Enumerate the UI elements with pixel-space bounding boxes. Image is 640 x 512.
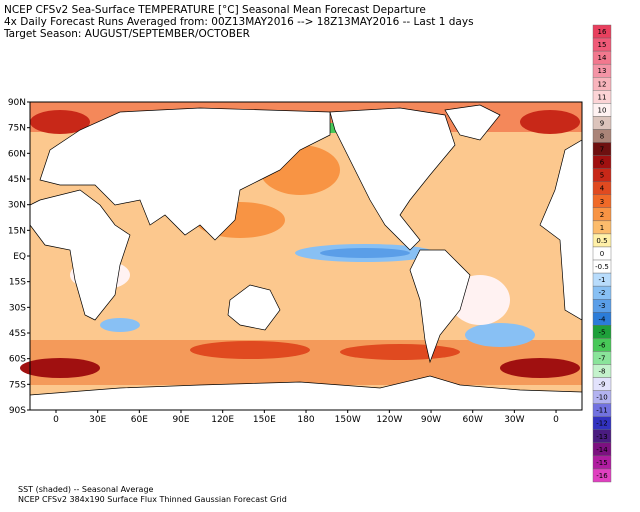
lat-label: EQ [13,252,26,262]
colorbar-label: 11 [598,93,607,101]
australia [227,284,281,331]
anomaly [320,248,410,258]
lon-label: 60W [463,415,483,425]
lon-label: 60E [131,415,148,425]
colorbar-label: 6 [600,159,605,167]
north-america [329,107,456,251]
lon-label: 0 [53,415,59,425]
lon-label: 90W [421,415,441,425]
colorbar-label: -2 [599,289,606,297]
lat-label: 45N [8,175,26,185]
lat-label: 75S [9,380,26,390]
lon-label: 150W [335,415,361,425]
colorbar-label: -6 [599,341,607,349]
lat-label: 60N [8,149,26,159]
colorbar-label: 15 [598,41,607,49]
lon-label: 30E [89,415,106,425]
colorbar-label: 4 [600,185,605,193]
anomaly [465,323,535,347]
lon-label: 120E [211,415,234,425]
lat-label: 90N [8,98,26,108]
axes: 90N 75N 60N 45N 30N 15N EQ 15S 30S 45S 60S 75S 90S 0 3… [8,98,559,425]
anomaly [520,110,580,134]
colorbar-swatch [592,468,612,483]
lat-label: 75N [8,124,26,134]
footer-line: SST (shaded) -- Seasonal Average [18,485,154,494]
colorbar-label: 10 [598,106,607,114]
lon-label: 180 [297,415,314,425]
south-america [409,249,471,364]
anomaly [190,341,310,359]
colorbar-label: -15 [596,459,607,467]
header: NCEP CFSv2 Sea-Surface TEMPERATURE [°C] … [3,4,474,40]
eurasia [39,107,331,241]
colorbar-label: 14 [598,54,607,62]
lon-label: 90E [172,415,189,425]
greenland [444,104,501,141]
anomaly [500,358,580,378]
colorbar-label: 16 [598,28,607,36]
colorbar-label: -10 [596,394,607,402]
colorbar-label: -9 [599,381,606,389]
lon-label: 0 [553,415,559,425]
header-line: 4x Daily Forecast Runs Averaged from: 00… [4,16,474,28]
anomaly [30,110,90,134]
lon-label: 120W [376,415,402,425]
colorbar-label: -4 [599,315,607,323]
colorbar-label: -8 [599,368,606,376]
lat-label: 60S [9,355,26,365]
colorbar-label: -0.5 [595,263,609,271]
lat-label: 30N [8,201,26,211]
anomaly [100,318,140,332]
colorbar-label: -16 [596,472,608,480]
colorbar-label: 12 [598,80,607,88]
colorbar-label: 9 [600,119,604,127]
footer-line: NCEP CFSv2 384x190 Surface Flux Thinned … [18,495,287,504]
lat-label: 45S [9,329,26,339]
lon-label: 30W [504,415,524,425]
lat-label: 15S [9,278,26,288]
anomaly [20,358,100,378]
colorbar: 16 15 14 13 12 11 10 9 8 7 6 5 4 3 2 1 0.5 0 -0.5 -1 -2 -3 -4 -… [592,24,612,483]
lon-label: 150E [253,415,276,425]
anomaly [340,344,460,360]
lat-label: 30S [9,303,26,313]
colorbar-label: 5 [600,172,604,180]
colorbar-label: -5 [599,328,606,336]
colorbar-label: 1 [600,224,604,232]
europe-africa-right [539,139,583,321]
map [20,101,583,411]
colorbar-label: 8 [600,132,604,140]
colorbar-label: -12 [596,420,607,428]
header-line: NCEP CFSv2 Sea-Surface TEMPERATURE [°C] … [4,4,426,16]
colorbar-label: 0.5 [596,237,607,245]
colorbar-label: -3 [599,302,606,310]
colorbar-label: 7 [600,146,604,154]
colorbar-label: 0 [600,250,604,258]
colorbar-label: 13 [598,67,607,75]
africa [29,189,131,321]
colorbar-label: -11 [596,407,607,415]
lat-label: 90S [9,406,26,416]
header-line: Target Season: AUGUST/SEPTEMBER/OCTOBER [3,28,250,40]
colorbar-label: -14 [596,446,608,454]
colorbar-label: 2 [600,211,604,219]
colorbar-label: -13 [596,433,607,441]
colorbar-label: 3 [600,198,604,206]
colorbar-label: -7 [599,354,606,362]
colorbar-label: -1 [599,276,606,284]
lat-label: 15N [8,226,26,236]
